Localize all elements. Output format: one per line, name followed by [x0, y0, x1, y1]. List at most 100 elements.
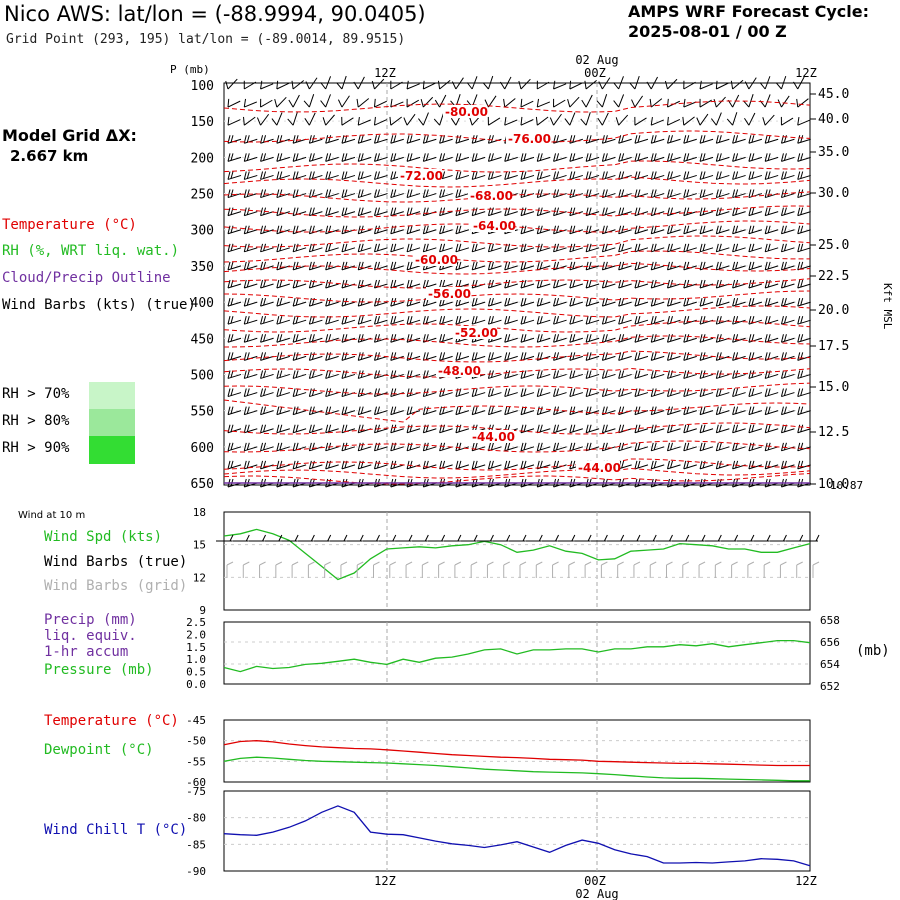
wind-barb-flag: [732, 388, 736, 397]
isotherm-line: [223, 250, 810, 263]
wind-barb-flag: [718, 225, 722, 233]
wind-barb: [536, 225, 551, 235]
wind-barb-shaft: [309, 211, 323, 217]
wind-barb: [487, 261, 502, 271]
wind-barb-flag: [699, 352, 703, 361]
wind-barb-shaft: [455, 301, 470, 307]
wind-barb-shaft: [537, 156, 551, 162]
wind-barb-flag: [458, 189, 462, 197]
wind-barb-flag: [683, 279, 687, 289]
wind-barb-flag: [389, 116, 392, 126]
wind-barb-flag: [759, 82, 766, 90]
wind-barb: [780, 189, 795, 199]
isotherm-label: -64.00: [473, 219, 516, 233]
wind-barb: [390, 153, 404, 162]
wind-barb-shaft: [520, 464, 535, 470]
wind-barb-flag: [325, 261, 329, 271]
wind-barb-shaft: [423, 301, 437, 307]
wind-barb: [276, 388, 290, 398]
wind-barb-flag: [471, 153, 475, 162]
wind-barb-flag: [653, 460, 657, 469]
wind-barb: [357, 316, 372, 325]
wind-barb: [487, 352, 502, 361]
wind-barb-flag: [341, 243, 345, 252]
wind-barb-flag: [585, 424, 589, 433]
wind-barb-flag: [539, 352, 543, 360]
wind-barb: [292, 297, 307, 307]
wind-barb-flag: [227, 243, 231, 252]
wind-barb-flag: [406, 279, 410, 289]
isotherm-label: -60.00: [415, 253, 458, 267]
wind-barb: [260, 388, 274, 398]
wind-barb-shaft: [569, 319, 583, 325]
wind-barb-flag: [455, 171, 459, 180]
top-time-tick: 00Z: [584, 66, 606, 80]
wind-barb-shaft: [651, 428, 665, 434]
wind-barb: [390, 189, 404, 199]
wind-barb: [650, 316, 665, 325]
wind-barb: [243, 316, 258, 325]
wind-barb-flag: [308, 424, 312, 433]
wind-barb-flag: [341, 116, 343, 126]
wind-barb-shaft: [585, 211, 600, 217]
isotherm-label: -80.00: [445, 105, 488, 119]
wind-barb-flag: [507, 316, 511, 324]
wind-barb: [797, 334, 811, 343]
wind-barb-shaft: [276, 283, 290, 289]
wind-barb-flag: [715, 189, 719, 198]
wind-barb-flag: [588, 388, 592, 396]
wind-barb-flag: [735, 297, 739, 306]
wind-barb: [292, 388, 307, 398]
wind-barb-flag: [227, 116, 230, 126]
wind-barb-flag: [767, 261, 771, 270]
wind-barb: [520, 442, 535, 452]
isotherm-line: [223, 382, 811, 395]
wind-barb-flag: [730, 80, 734, 90]
wind-barb-flag: [227, 279, 231, 289]
grid-wind-barb-flag: [275, 561, 283, 566]
wind-barb-shaft: [667, 446, 681, 452]
wind-barb-flag: [390, 80, 392, 90]
wind-barb-flag: [295, 424, 299, 432]
wind-barb: [243, 80, 257, 90]
wind-barb: [601, 442, 616, 452]
wind-barb-flag: [260, 80, 263, 90]
wind-barb-flag: [260, 207, 264, 216]
wind-barb-shaft: [504, 247, 518, 253]
wind-barb: [260, 153, 274, 162]
wind-barb-flag: [308, 370, 312, 379]
wind-barb-flag: [621, 171, 625, 179]
wind-barb: [455, 189, 470, 199]
wind-barb: [292, 207, 307, 217]
wind-barb-flag: [471, 352, 475, 361]
wind-barb: [243, 279, 258, 289]
wind-barb-flag: [356, 98, 359, 108]
wind-barb: [732, 171, 746, 180]
wind-barb-flag: [735, 460, 739, 469]
wind-barb: [618, 135, 632, 144]
wind-barb-flag: [360, 334, 364, 342]
wind-barb: [325, 424, 339, 434]
wind-barb: [797, 207, 811, 217]
isotherm-label-bg: [443, 105, 487, 118]
wind-barb-flag: [393, 153, 397, 161]
wind-barb-flag: [800, 370, 804, 378]
wind-barb-shaft: [716, 211, 730, 217]
wind-barb-flag: [702, 225, 706, 233]
wind-barb-shaft: [553, 392, 567, 398]
wind-barb: [308, 424, 323, 434]
wind-barb-shaft: [602, 446, 616, 452]
wind-barb: [371, 78, 385, 90]
wind-barb-flag: [800, 334, 804, 342]
wind-barb-flag: [246, 316, 250, 324]
wind-barb: [406, 334, 421, 343]
wind-barb-flag: [243, 442, 247, 451]
wind-barb-flag: [718, 424, 722, 432]
grid-wind-barb-flag: [601, 561, 608, 566]
wind-barb-flag: [683, 243, 687, 252]
wind-barb: [276, 406, 290, 416]
wind-barb: [634, 225, 649, 235]
wind-barb-flag: [764, 297, 768, 307]
wind-barb: [569, 370, 583, 379]
